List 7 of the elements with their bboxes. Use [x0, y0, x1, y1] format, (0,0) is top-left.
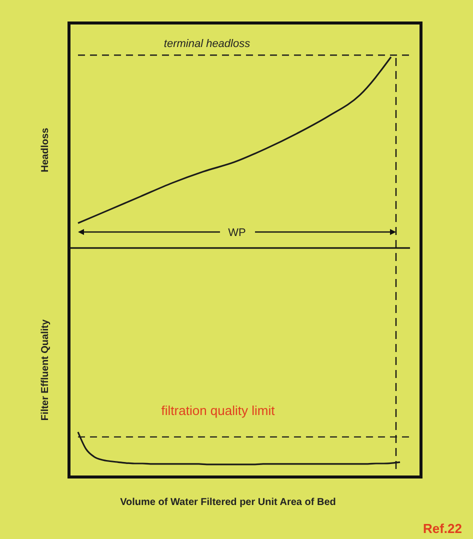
- y-axis-title: Headloss: [40, 127, 51, 172]
- y-axis-title: Filter Effluent Quality: [40, 319, 51, 421]
- x-axis-title: Volume of Water Filtered per Unit Area of Bed: [120, 497, 336, 508]
- ref-line-label: filtration quality limit: [161, 402, 276, 418]
- annotation: WP: [228, 227, 246, 239]
- text: Ref.22: [422, 521, 462, 536]
- ref-line-label: terminal headloss: [164, 38, 251, 50]
